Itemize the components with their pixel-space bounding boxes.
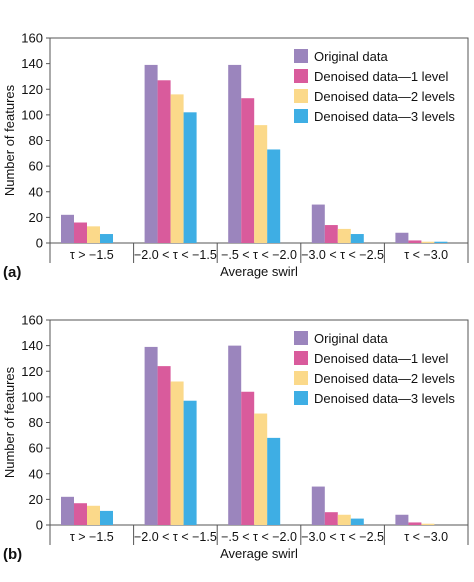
y-tick-label: 120 — [21, 364, 43, 379]
category-label: −2.0 < τ < −1.5 — [134, 530, 217, 544]
legend-label: Original data — [314, 49, 388, 64]
bar — [228, 64, 242, 243]
bar — [183, 400, 197, 525]
bar — [408, 522, 422, 525]
bar — [74, 503, 87, 525]
y-tick-label: 40 — [29, 184, 43, 199]
category-label: τ > −1.5 — [70, 248, 114, 262]
bar — [408, 240, 422, 243]
bar — [61, 214, 74, 243]
y-tick-label: 0 — [36, 236, 43, 251]
category-label: −2.0 < τ < −1.5 — [134, 248, 217, 262]
bar — [337, 514, 351, 525]
bar — [157, 80, 171, 243]
y-axis-label: Number of features — [2, 84, 17, 196]
panel-label: (b) — [3, 546, 22, 563]
bar — [170, 94, 184, 243]
y-tick-label: 40 — [29, 466, 43, 481]
bar — [267, 149, 281, 243]
bar — [170, 381, 184, 525]
x-axis-label: Average swirl — [220, 264, 298, 279]
y-tick-label: 140 — [21, 56, 43, 71]
bar — [228, 345, 242, 525]
bar — [87, 505, 100, 525]
legend-swatch — [294, 49, 308, 63]
category-label: τ < −3.0 — [404, 248, 448, 262]
legend-swatch — [294, 109, 308, 123]
category-label: τ > −1.5 — [70, 530, 114, 544]
bar — [61, 496, 74, 525]
category-label: −3.0 < τ < −2.5 — [301, 248, 384, 262]
bar — [337, 228, 351, 243]
bar — [144, 346, 158, 525]
y-tick-label: 20 — [29, 492, 43, 507]
legend-label: Denoised data—1 level — [314, 69, 449, 84]
bar — [100, 234, 113, 243]
y-tick-label: 120 — [21, 82, 43, 97]
bar — [74, 222, 87, 243]
legend-swatch — [294, 89, 308, 103]
bar — [241, 391, 255, 525]
bar — [87, 226, 100, 243]
y-tick-label: 80 — [29, 415, 43, 430]
legend-swatch — [294, 351, 308, 365]
y-axis-label: Number of features — [2, 366, 17, 478]
bar — [311, 204, 325, 243]
legend-label: Denoised data—3 levels — [314, 391, 455, 406]
legend-label: Denoised data—2 levels — [314, 89, 455, 104]
bar — [350, 518, 364, 525]
y-tick-label: 160 — [21, 31, 43, 46]
bar — [144, 64, 158, 243]
bar — [421, 241, 435, 243]
category-label: −.5 < τ < −2.0 — [221, 248, 297, 262]
bar — [395, 232, 409, 243]
bar — [100, 510, 113, 525]
legend-label: Denoised data—1 level — [314, 351, 449, 366]
y-tick-label: 100 — [21, 389, 43, 404]
bar — [157, 366, 171, 525]
category-label: τ < −3.0 — [404, 530, 448, 544]
x-axis-label: Average swirl — [220, 546, 298, 561]
y-tick-label: 60 — [29, 159, 43, 174]
bar — [421, 523, 435, 525]
bar — [241, 98, 255, 243]
y-tick-label: 140 — [21, 338, 43, 353]
bar — [267, 437, 281, 525]
bar — [254, 125, 268, 243]
y-tick-label: 80 — [29, 133, 43, 148]
y-tick-label: 20 — [29, 210, 43, 225]
category-label: −3.0 < τ < −2.5 — [301, 530, 384, 544]
y-tick-label: 0 — [36, 518, 43, 533]
bar — [434, 241, 448, 243]
legend-label: Original data — [314, 331, 388, 346]
legend-label: Denoised data—3 levels — [314, 109, 455, 124]
bar — [311, 486, 325, 525]
legend-swatch — [294, 391, 308, 405]
legend-swatch — [294, 371, 308, 385]
bar — [254, 413, 268, 525]
legend-swatch — [294, 331, 308, 345]
bar — [395, 514, 409, 525]
y-tick-label: 160 — [21, 313, 43, 328]
y-tick-label: 60 — [29, 441, 43, 456]
bar — [350, 234, 364, 243]
bar — [324, 512, 338, 525]
category-label: −.5 < τ < −2.0 — [221, 530, 297, 544]
bar — [324, 225, 338, 243]
bar — [183, 112, 197, 243]
panel-label: (a) — [3, 264, 21, 281]
y-tick-label: 100 — [21, 107, 43, 122]
legend-swatch — [294, 69, 308, 83]
legend-label: Denoised data—2 levels — [314, 371, 455, 386]
